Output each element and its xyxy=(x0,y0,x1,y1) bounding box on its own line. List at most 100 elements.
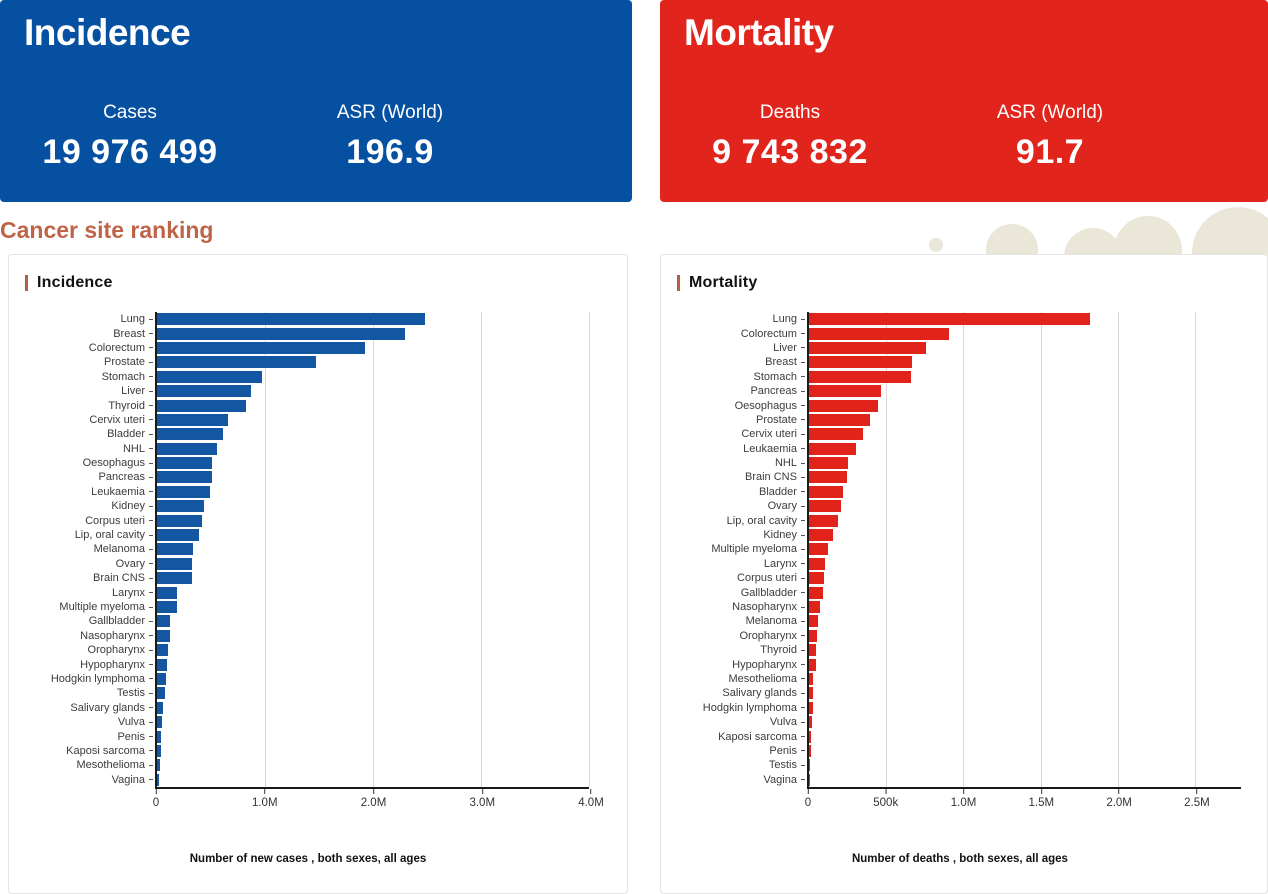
x-tick-label: 2.0M xyxy=(1106,796,1132,809)
bar[interactable] xyxy=(808,471,848,484)
bar[interactable] xyxy=(808,557,825,570)
bar[interactable] xyxy=(157,500,204,513)
category-label: Mesothelioma xyxy=(76,759,145,772)
bar[interactable] xyxy=(808,730,812,743)
bar[interactable] xyxy=(157,672,166,685)
x-tick-mark xyxy=(1196,788,1198,794)
bar[interactable] xyxy=(808,327,949,340)
category-tick xyxy=(149,361,153,363)
x-tick: 0 xyxy=(153,788,159,809)
bar[interactable] xyxy=(808,572,825,585)
ranking-cards: Incidence Lung Breast Colorectum Prostate St… xyxy=(8,254,1268,894)
cases-value: 19 976 499 xyxy=(42,133,218,171)
bar[interactable] xyxy=(808,341,927,354)
x-tick-label: 1.5M xyxy=(1028,796,1055,809)
bar-row xyxy=(157,643,589,657)
bar[interactable] xyxy=(157,514,203,527)
bar[interactable] xyxy=(808,313,1090,326)
category-row: Lung xyxy=(677,312,807,326)
bar[interactable] xyxy=(808,428,863,441)
category-tick xyxy=(800,664,805,666)
bar[interactable] xyxy=(157,601,178,613)
category-tick xyxy=(800,419,805,421)
bar[interactable] xyxy=(808,399,878,412)
bar[interactable] xyxy=(157,744,161,757)
bar[interactable] xyxy=(808,529,834,542)
category-label: Hypopharynx xyxy=(80,658,145,671)
bar[interactable] xyxy=(157,313,425,326)
bar[interactable] xyxy=(157,327,405,340)
bar[interactable] xyxy=(808,457,848,470)
category-label: Gallbladder xyxy=(88,615,145,628)
gridline xyxy=(1117,312,1119,787)
bar[interactable] xyxy=(808,543,828,556)
bar[interactable] xyxy=(808,672,813,685)
category-tick xyxy=(149,548,153,550)
bar[interactable] xyxy=(808,744,811,757)
category-label: Vagina xyxy=(763,773,797,786)
bar[interactable] xyxy=(157,471,213,484)
category-row: Pancreas xyxy=(677,384,807,398)
bar[interactable] xyxy=(808,759,811,772)
bar-row xyxy=(157,629,589,643)
bar[interactable] xyxy=(808,701,813,714)
bar[interactable] xyxy=(157,370,262,383)
bar[interactable] xyxy=(808,514,838,527)
bar[interactable] xyxy=(808,615,819,628)
bar[interactable] xyxy=(808,773,811,786)
bar[interactable] xyxy=(157,629,170,642)
bar[interactable] xyxy=(157,442,217,455)
bar[interactable] xyxy=(157,701,163,714)
bar-row xyxy=(157,513,589,527)
bar[interactable] xyxy=(157,385,251,398)
bar[interactable] xyxy=(157,457,213,470)
bar-row xyxy=(157,485,589,499)
bar[interactable] xyxy=(157,356,316,369)
bar[interactable] xyxy=(808,442,857,455)
bar[interactable] xyxy=(808,500,841,513)
bar[interactable] xyxy=(808,629,817,642)
bar[interactable] xyxy=(808,413,871,426)
gridline xyxy=(886,312,888,787)
bar[interactable] xyxy=(157,687,165,700)
bar[interactable] xyxy=(157,759,161,772)
bar[interactable] xyxy=(157,557,193,570)
bar[interactable] xyxy=(808,644,817,657)
bar[interactable] xyxy=(157,529,200,542)
bar[interactable] xyxy=(808,687,813,700)
bar[interactable] xyxy=(157,730,162,743)
bar[interactable] xyxy=(808,586,823,599)
category-tick xyxy=(800,347,805,349)
bar[interactable] xyxy=(157,658,167,671)
bar[interactable] xyxy=(808,485,844,498)
bar[interactable] xyxy=(157,615,171,628)
bar[interactable] xyxy=(157,413,229,426)
category-tick xyxy=(149,376,153,378)
bar[interactable] xyxy=(157,572,192,585)
category-tick xyxy=(800,433,805,435)
bar[interactable] xyxy=(808,716,812,729)
bar[interactable] xyxy=(808,370,911,383)
bar-row xyxy=(157,729,589,743)
bar[interactable] xyxy=(157,543,193,556)
bar[interactable] xyxy=(157,716,163,729)
bar-row xyxy=(157,341,589,355)
bar[interactable] xyxy=(157,399,246,412)
category-row: Corpus uteri xyxy=(25,513,155,527)
gridline xyxy=(373,312,374,787)
category-label: Vulva xyxy=(769,716,797,729)
category-row: Mesothelioma xyxy=(25,758,155,772)
bar[interactable] xyxy=(808,385,882,398)
bar[interactable] xyxy=(157,485,210,498)
category-row: Breast xyxy=(677,355,807,369)
bar[interactable] xyxy=(157,341,365,354)
bar[interactable] xyxy=(157,428,224,441)
bar[interactable] xyxy=(808,601,821,613)
bar[interactable] xyxy=(157,773,160,786)
bar[interactable] xyxy=(157,586,178,599)
incidence-x-axis-title: Number of new cases , both sexes, all ag… xyxy=(189,852,427,865)
x-tick-label: 0 xyxy=(804,796,812,809)
bar[interactable] xyxy=(157,644,169,657)
bar[interactable] xyxy=(808,356,912,369)
bar[interactable] xyxy=(808,658,816,671)
